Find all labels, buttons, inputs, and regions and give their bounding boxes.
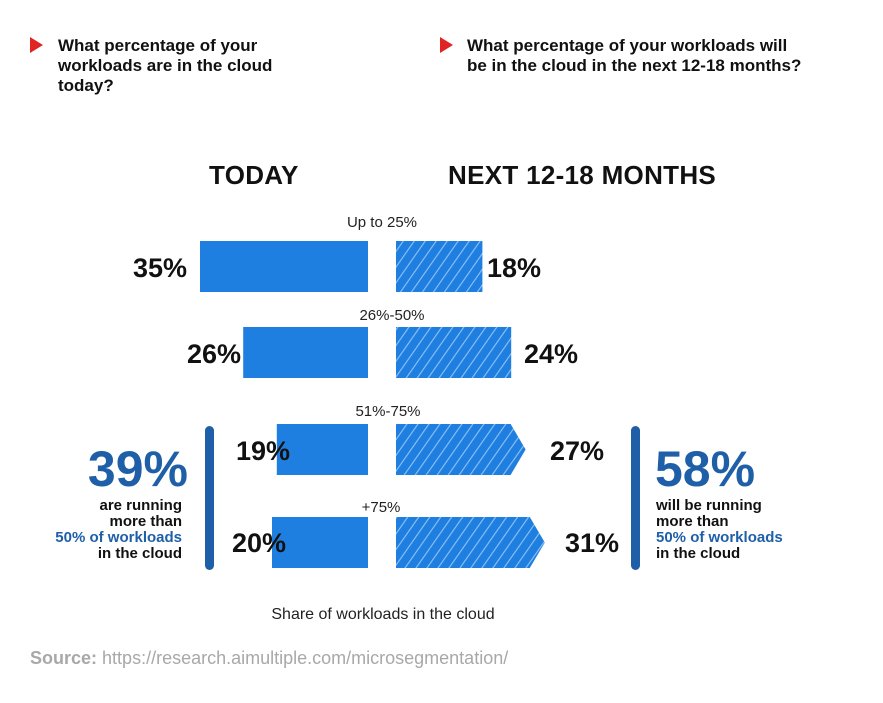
value-label-today: 20%	[231, 528, 286, 558]
category-label: Up to 25%	[346, 214, 418, 231]
summary-note-left: are running more than 50% of workloads i…	[32, 498, 182, 562]
column-header-today: TODAY	[209, 160, 299, 190]
value-label-next: 18%	[487, 253, 542, 283]
summary-highlight-right: 50% of workloads	[656, 529, 783, 546]
bar-next	[396, 327, 512, 378]
source-line: Source: https://research.aimultiple.com/…	[30, 648, 508, 669]
summary-percent-right: 58%	[655, 441, 756, 497]
question-left: What percentage of your workloads are in…	[58, 36, 273, 95]
bracket-right	[631, 426, 640, 570]
summary-text-right-before: will be running more than	[656, 497, 762, 530]
summary-highlight-left: 50% of workloads	[55, 529, 182, 546]
value-label-next: 31%	[565, 528, 620, 558]
category-label: +75%	[361, 499, 401, 516]
category-label: 51%-75%	[355, 403, 421, 420]
bar-next	[396, 517, 545, 568]
bar-next	[396, 241, 483, 292]
category-label: 26%-50%	[359, 307, 425, 324]
summary-percent-left: 39%	[87, 441, 188, 497]
value-label-today: 26%	[186, 339, 241, 369]
bar-next	[396, 424, 526, 475]
question-right: What percentage of your workloads will b…	[467, 36, 802, 75]
summary-text-left-after: in the cloud	[97, 545, 182, 562]
bar-today	[276, 424, 368, 475]
bracket-left	[205, 426, 214, 570]
bar-today	[243, 327, 368, 378]
bar-today	[272, 517, 368, 568]
source-label: Source:	[30, 648, 98, 668]
value-label-next: 24%	[524, 339, 579, 369]
column-header-next: NEXT 12-18 MONTHS	[448, 160, 717, 190]
x-axis-label: Share of workloads in the cloud	[271, 606, 495, 623]
summary-text-right-after: in the cloud	[656, 545, 741, 562]
summary-note-right: will be running more than 50% of workloa…	[656, 498, 816, 562]
value-label-today: 19%	[235, 436, 290, 466]
value-label-today: 35%	[132, 253, 187, 283]
source-url[interactable]: https://research.aimultiple.com/microseg…	[102, 648, 509, 668]
bar-today	[200, 241, 368, 292]
question-marker-left-icon	[30, 37, 43, 53]
question-marker-right-icon	[440, 37, 453, 53]
value-label-next: 27%	[550, 436, 605, 466]
summary-text-left-before: are running more than	[99, 497, 182, 530]
